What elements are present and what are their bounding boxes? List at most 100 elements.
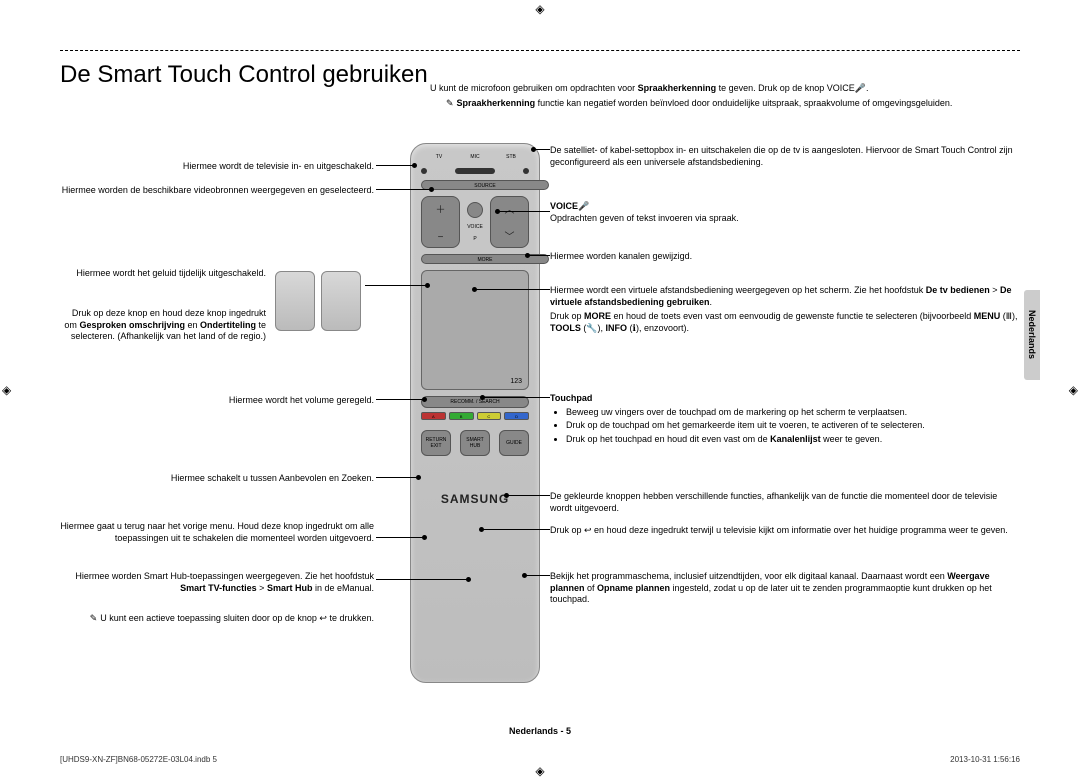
remote-tv-label: TV <box>421 154 457 160</box>
callout-channel: Hiermee worden kanalen gewijzigd. <box>550 251 1020 263</box>
text: Opdrachten geven of tekst invoeren via s… <box>550 213 1020 225</box>
leader-line <box>376 579 468 580</box>
leader-line <box>365 285 427 286</box>
text: > <box>257 583 267 593</box>
callout-source: Hiermee worden de beschikbare videobronn… <box>60 185 374 197</box>
callout-smarthub-note: U kunt een actieve toepassing sluiten do… <box>60 613 374 625</box>
led-dot <box>421 168 427 174</box>
return-button: RETURN EXIT <box>421 430 451 456</box>
leader-line <box>376 189 431 190</box>
callout-voice: VOICE🎤 Opdrachten geven of tekst invoere… <box>550 201 1020 224</box>
mute-inset <box>275 271 315 331</box>
leader-line <box>376 477 418 478</box>
volume-rocker: ＋− <box>421 196 460 248</box>
leader-line <box>482 529 550 530</box>
page-area: De Smart Touch Control gebruiken TV MIC … <box>60 50 1020 740</box>
color-c: C <box>477 412 502 420</box>
text: Druk op <box>550 311 584 321</box>
text: U kunt de microfoon gebruiken om opdrach… <box>430 83 638 93</box>
text: (ℹ), enzovoort). <box>627 323 689 333</box>
callout-volume: Hiermee wordt het volume geregeld. <box>60 395 374 407</box>
leader-line <box>483 397 550 398</box>
content-area: TV MIC STB SOURCE ＋− VOICE P ︿﹀ MORE 12 <box>60 93 1020 693</box>
guide-button: GUIDE <box>499 430 529 456</box>
text: functie kan negatief worden beïnvloed do… <box>535 98 952 108</box>
source-button: SOURCE <box>421 180 549 190</box>
text: Hiermee worden Smart Hub-toepassingen we… <box>75 571 374 581</box>
callout-mic: U kunt de microfoon gebruiken om opdrach… <box>430 83 1020 109</box>
text: Bekijk het programmaschema, inclusief ui… <box>550 571 947 581</box>
smarthub-button: SMART HUB <box>460 430 490 456</box>
text: U kunt een actieve toepassing sluiten do… <box>100 613 374 623</box>
text: (Ⅲ), <box>1000 311 1017 321</box>
text: weer te geven. <box>821 434 883 444</box>
list-item: Druk op de touchpad om het gemarkeerde i… <box>566 420 1020 432</box>
mute-inset <box>321 271 361 331</box>
voice-label: VOICE <box>467 224 483 230</box>
text: en <box>185 320 200 330</box>
dashed-rule <box>60 50 1020 51</box>
channel-rocker: ︿﹀ <box>490 196 529 248</box>
led-dot <box>523 168 529 174</box>
callout-more: Hiermee wordt een virtuele afstandsbedie… <box>550 285 1020 335</box>
text: . <box>710 297 713 307</box>
callout-stb: De satelliet- of kabel-settopbox in- en … <box>550 145 1020 168</box>
leader-line <box>525 575 550 576</box>
mic-grille <box>455 168 495 174</box>
registration-mark: ◈ <box>2 383 11 397</box>
color-buttons-row: A B C D <box>421 412 529 420</box>
callout-mute: Hiermee wordt het geluid tijdelijk uitge… <box>60 268 266 280</box>
note-icon <box>446 98 457 108</box>
leader-line <box>498 211 550 212</box>
callout-more-hold: Druk op MORE en houd de toets even vast … <box>550 311 1020 334</box>
callout-mic-note: Spraakherkenning functie kan negatief wo… <box>430 98 1020 110</box>
text-bold: MORE <box>584 311 611 321</box>
color-b: B <box>449 412 474 420</box>
page-number: Nederlands - 5 <box>509 726 571 736</box>
remote-mic-label: MIC <box>457 154 493 160</box>
text: (🔧), <box>581 323 606 333</box>
text-bold: MENU <box>974 311 1001 321</box>
language-tab: Nederlands <box>1024 290 1040 380</box>
callout-return: Hiermee gaat u terug naar het vorige men… <box>60 521 374 544</box>
callout-mute-hold: Druk op deze knop en houd deze knop inge… <box>60 308 266 343</box>
note-icon <box>90 613 101 623</box>
registration-mark: ◈ <box>535 764 544 778</box>
p-label: P <box>473 236 476 242</box>
list-item: Beweeg uw vingers over de touchpad om de… <box>566 407 1020 419</box>
text-bold: TOOLS <box>550 323 581 333</box>
voice-heading: VOICE🎤 <box>550 201 1020 213</box>
text-bold: Opname plannen <box>597 583 670 593</box>
leader-line <box>475 289 550 290</box>
mic-button <box>467 202 483 218</box>
num-indicator: 123 <box>510 378 522 385</box>
text: of <box>585 583 598 593</box>
text-bold: Smart Hub <box>267 583 313 593</box>
leader-line <box>534 149 550 150</box>
callout-colors: De gekleurde knoppen hebben verschillend… <box>550 491 1020 514</box>
text: > <box>990 285 1000 295</box>
callout-touchpad: Touchpad Beweeg uw vingers over de touch… <box>550 393 1020 448</box>
callout-recomm: Hiermee schakelt u tussen Aanbevolen en … <box>60 473 374 485</box>
text-bold: Spraakherkenning <box>638 83 717 93</box>
callout-smarthub: Hiermee worden Smart Hub-toepassingen we… <box>60 571 374 594</box>
leader-line <box>528 255 550 256</box>
registration-mark: ◈ <box>535 2 544 16</box>
callout-guide: Bekijk het programmaschema, inclusief ui… <box>550 571 1020 606</box>
text-bold: INFO <box>606 323 628 333</box>
color-a: A <box>421 412 446 420</box>
text-bold: Gesproken omschrijving <box>79 320 185 330</box>
text: te geven. Druk op de knop VOICE🎤. <box>716 83 868 93</box>
callout-info: Druk op ↩ en houd deze ingedrukt terwijl… <box>550 525 1020 537</box>
text: Hiermee wordt een virtuele afstandsbedie… <box>550 285 926 295</box>
leader-line <box>376 165 414 166</box>
text: Druk op het touchpad en houd dit even va… <box>566 434 770 444</box>
remote-stb-label: STB <box>493 154 529 160</box>
text-bold: Ondertiteling <box>200 320 256 330</box>
list-item: Druk op het touchpad en houd dit even va… <box>566 434 1020 446</box>
text-bold: Spraakherkenning <box>457 98 536 108</box>
text: in de eManual. <box>312 583 374 593</box>
color-d: D <box>504 412 529 420</box>
remote-illustration: TV MIC STB SOURCE ＋− VOICE P ︿﹀ MORE 12 <box>410 143 540 683</box>
text-bold: Kanalenlijst <box>770 434 821 444</box>
